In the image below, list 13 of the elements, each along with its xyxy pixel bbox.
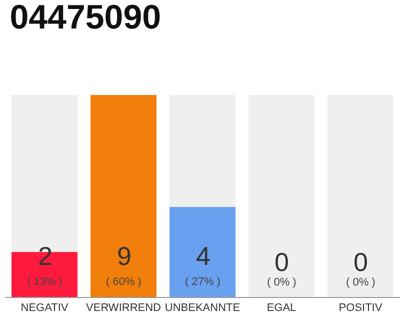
annotation: ( 60% ) (106, 276, 142, 288)
data-label: 4 (196, 241, 210, 271)
annotation: 0 ( 0% ) (267, 247, 296, 288)
x-tick-label: UNBEKANNTE (164, 302, 240, 314)
chart-title: 04475090 (10, 0, 162, 37)
data-label: 9 (117, 241, 132, 271)
x-tick-label: NEGATIV (20, 302, 69, 314)
annotation: ( 27% ) (185, 276, 220, 288)
annotation: ( 13% ) (27, 276, 62, 288)
x-tick-label: VERWIRREND (86, 302, 162, 314)
annotation: 0 ( 0% ) (346, 247, 376, 288)
x-tick-label: POSITIV (338, 302, 383, 314)
x-tick-label: EGAL (266, 302, 296, 314)
